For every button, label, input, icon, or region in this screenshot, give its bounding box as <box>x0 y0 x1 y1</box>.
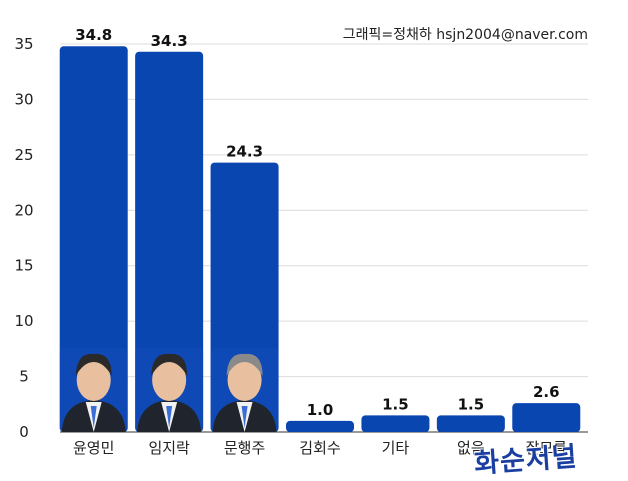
value-labels: 34.8 34.3 24.3 1.0 1.5 1.5 2.6 <box>75 26 559 419</box>
bar <box>59 46 128 433</box>
bars <box>59 46 581 433</box>
x-tick-label: 김회수 <box>299 439 340 457</box>
x-tick-label: 잘모름 <box>526 439 568 457</box>
bar <box>361 415 430 432</box>
y-tick-label: 35 <box>14 35 33 53</box>
bar <box>210 162 279 433</box>
data-label: 34.8 <box>75 26 112 44</box>
y-axis: 0 5 10 15 20 25 30 35 <box>14 35 33 441</box>
x-tick-label: 문행주 <box>224 439 265 457</box>
bar <box>512 403 581 432</box>
bar <box>135 51 204 432</box>
y-tick-label: 30 <box>14 90 33 108</box>
y-tick-label: 25 <box>14 146 33 164</box>
candidate-portrait <box>210 348 279 432</box>
x-tick-label: 임지락 <box>148 439 190 457</box>
data-label: 1.5 <box>458 395 485 413</box>
data-label: 34.3 <box>151 32 188 50</box>
y-tick-label: 5 <box>19 368 29 386</box>
bar <box>436 415 505 432</box>
y-tick-label: 0 <box>19 423 29 441</box>
portraits <box>59 348 279 432</box>
x-axis: 윤영민 임지락 문행주 김회수 기타 없음 잘모름 <box>73 439 567 457</box>
x-tick-label: 없음 <box>457 439 485 457</box>
bar <box>286 420 354 432</box>
data-label: 1.0 <box>307 401 334 419</box>
candidate-portrait <box>59 348 128 432</box>
data-label: 2.6 <box>533 383 560 401</box>
watermark-logo: 화순저널 <box>473 441 579 480</box>
data-label: 24.3 <box>226 143 263 161</box>
x-tick-label: 기타 <box>382 439 410 457</box>
candidate-portrait <box>135 348 204 432</box>
data-label: 1.5 <box>382 395 409 413</box>
y-tick-label: 10 <box>14 312 33 330</box>
y-tick-label: 15 <box>14 257 33 275</box>
y-tick-label: 20 <box>14 201 33 219</box>
x-tick-label: 윤영민 <box>73 439 114 457</box>
credit-text: 그래픽=정채하 hsjn2004@naver.com <box>342 27 588 43</box>
